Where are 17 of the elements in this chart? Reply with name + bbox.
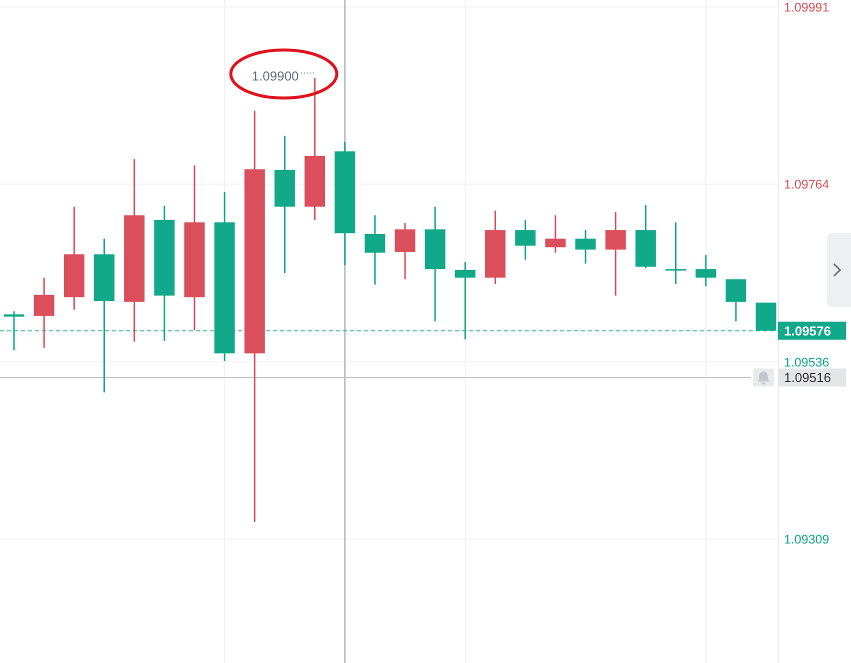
- annotation: 1.09900: [252, 68, 299, 84]
- candlestick: [394, 222, 416, 280]
- ref-line-label: 1.09576: [784, 323, 831, 338]
- candlestick: [545, 214, 566, 254]
- y-tick-label: 1.09764: [784, 177, 830, 192]
- candlestick: [666, 222, 686, 285]
- candlestick: [364, 214, 386, 286]
- candlestick: [605, 211, 626, 296]
- y-tick-label: 1.09991: [784, 0, 830, 14]
- candlestick: [726, 278, 746, 322]
- ref-line-label: 1.09516: [784, 370, 831, 386]
- candlestick: [696, 254, 716, 288]
- candlestick: [515, 219, 536, 260]
- candlestick: [34, 276, 54, 349]
- y-tick-label: 1.09536: [784, 355, 830, 370]
- candlestick: [575, 229, 596, 264]
- y-tick-label: 1.09309: [784, 532, 830, 546]
